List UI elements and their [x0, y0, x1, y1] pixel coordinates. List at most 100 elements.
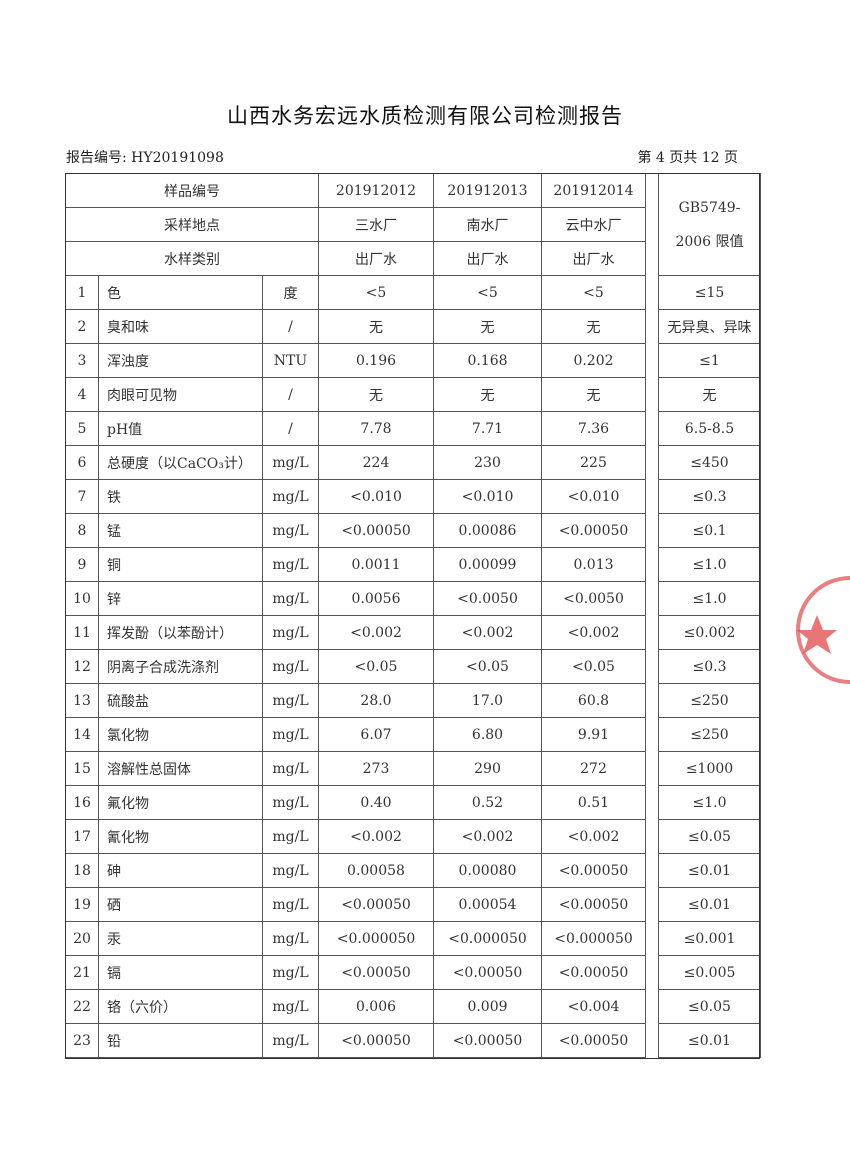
value: 290: [433, 751, 542, 786]
value: 0.00086: [433, 513, 542, 548]
limit-value: ≤15: [658, 275, 761, 310]
row-number: 17: [65, 819, 99, 854]
value: 无: [541, 309, 646, 344]
item-name: 总硬度（以CaCO₃计）: [98, 445, 263, 480]
row-number: 8: [65, 513, 99, 548]
gap: [645, 1023, 659, 1058]
gap: [645, 955, 659, 990]
unit: mg/L: [262, 819, 319, 854]
row-number: 12: [65, 649, 99, 684]
value: <0.004: [541, 989, 646, 1024]
item-name: 汞: [98, 921, 263, 956]
unit: mg/L: [262, 717, 319, 752]
value: 0.00080: [433, 853, 542, 888]
limit-value: ≤0.1: [658, 513, 761, 548]
unit: /: [262, 309, 319, 344]
gap: [645, 649, 659, 684]
value: <5: [541, 275, 646, 310]
table-row: 1 色度 <5 <5 <5 ≤15: [65, 275, 761, 310]
value: <0.002: [433, 819, 542, 854]
gap: [645, 445, 659, 480]
value: 60.8: [541, 683, 646, 718]
type-label: 水样类别: [65, 241, 319, 276]
table-row: 19 硒 mg/L <0.00050 0.00054 <0.00050 ≤0.01: [65, 887, 761, 922]
limit-value: ≤1000: [658, 751, 761, 786]
value: <0.05: [433, 649, 542, 684]
table-row: 18 砷 mg/L 0.00058 0.00080 <0.00050 ≤0.01: [65, 853, 761, 888]
value: <5: [433, 275, 542, 310]
table-row: 6 总硬度（以CaCO₃计） mg/L 224 230 225 ≤450: [65, 445, 761, 480]
value: <0.00050: [318, 1023, 434, 1058]
value: <0.000050: [433, 921, 542, 956]
sample-location: 云中水厂: [541, 207, 646, 242]
limit-value: ≤0.01: [658, 1023, 761, 1058]
table-row: 16 氟化物 mg/L 0.40 0.52 0.51 ≤1.0: [65, 785, 761, 820]
limit-value: ≤0.05: [658, 819, 761, 854]
unit: mg/L: [262, 751, 319, 786]
sample-type: 出厂水: [318, 241, 434, 276]
value: <0.05: [318, 649, 434, 684]
table-row: 17 氰化物 mg/L <0.002 <0.002 <0.002 ≤0.05: [65, 819, 761, 854]
value: 17.0: [433, 683, 542, 718]
value: 无: [433, 377, 542, 412]
unit: mg/L: [262, 445, 319, 480]
value: 0.009: [433, 989, 542, 1024]
value: <0.002: [433, 615, 542, 650]
page-number: 第 4 页共 12 页: [637, 150, 738, 166]
item-name: 硒: [98, 887, 263, 922]
unit: mg/L: [262, 547, 319, 582]
value: <0.00050: [433, 955, 542, 990]
gap: [645, 785, 659, 820]
item-name: 浑浊度: [98, 343, 263, 378]
value: 无: [318, 377, 434, 412]
gap: [645, 887, 659, 922]
item-name: 铅: [98, 1023, 263, 1058]
limit-header: GB5749- 2006 限值: [658, 173, 761, 276]
unit: mg/L: [262, 1023, 319, 1058]
value: 272: [541, 751, 646, 786]
gap: [645, 343, 659, 378]
limit-value: ≤1.0: [658, 581, 761, 616]
table-row: 13 硫酸盐 mg/L 28.0 17.0 60.8 ≤250: [65, 683, 761, 718]
value: <0.0050: [541, 581, 646, 616]
item-name: 铁: [98, 479, 263, 514]
sample-type: 出厂水: [433, 241, 542, 276]
table-row: 2 臭和味 / 无无无无异臭、异味: [65, 309, 761, 344]
limit-value: ≤450: [658, 445, 761, 480]
item-name: 锌: [98, 581, 263, 616]
value: 0.013: [541, 547, 646, 582]
item-name: 铜: [98, 547, 263, 582]
limit-value: ≤1: [658, 343, 761, 378]
unit: mg/L: [262, 615, 319, 650]
unit: mg/L: [262, 649, 319, 684]
limit-value: ≤0.3: [658, 649, 761, 684]
row-number: 23: [65, 1023, 99, 1058]
item-name: 溶解性总固体: [98, 751, 263, 786]
row-number: 11: [65, 615, 99, 650]
value: <0.00050: [541, 887, 646, 922]
value: 225: [541, 445, 646, 480]
row-number: 18: [65, 853, 99, 888]
unit: mg/L: [262, 581, 319, 616]
value: 7.71: [433, 411, 542, 446]
row-number: 3: [65, 343, 99, 378]
sample-location: 南水厂: [433, 207, 542, 242]
value: 0.196: [318, 343, 434, 378]
value: 无: [318, 309, 434, 344]
gap: [645, 819, 659, 854]
value: 0.006: [318, 989, 434, 1024]
value: 0.0056: [318, 581, 434, 616]
table-row: 20 汞 mg/L <0.000050 <0.000050 <0.000050 ≤0.001: [65, 921, 761, 956]
table-row: 7 铁 mg/L <0.010 <0.010 <0.010 ≤0.3: [65, 479, 761, 514]
value: <0.00050: [318, 887, 434, 922]
limit-value: ≤0.005: [658, 955, 761, 990]
limit-value: ≤0.01: [658, 853, 761, 888]
gap: [645, 309, 659, 344]
table-row: 23 铅 mg/L <0.00050 <0.00050 <0.00050 ≤0.01: [65, 1023, 761, 1058]
unit: mg/L: [262, 955, 319, 990]
gap: [645, 683, 659, 718]
value: <0.002: [318, 615, 434, 650]
value: <0.05: [541, 649, 646, 684]
value: 0.51: [541, 785, 646, 820]
gap: [645, 581, 659, 616]
